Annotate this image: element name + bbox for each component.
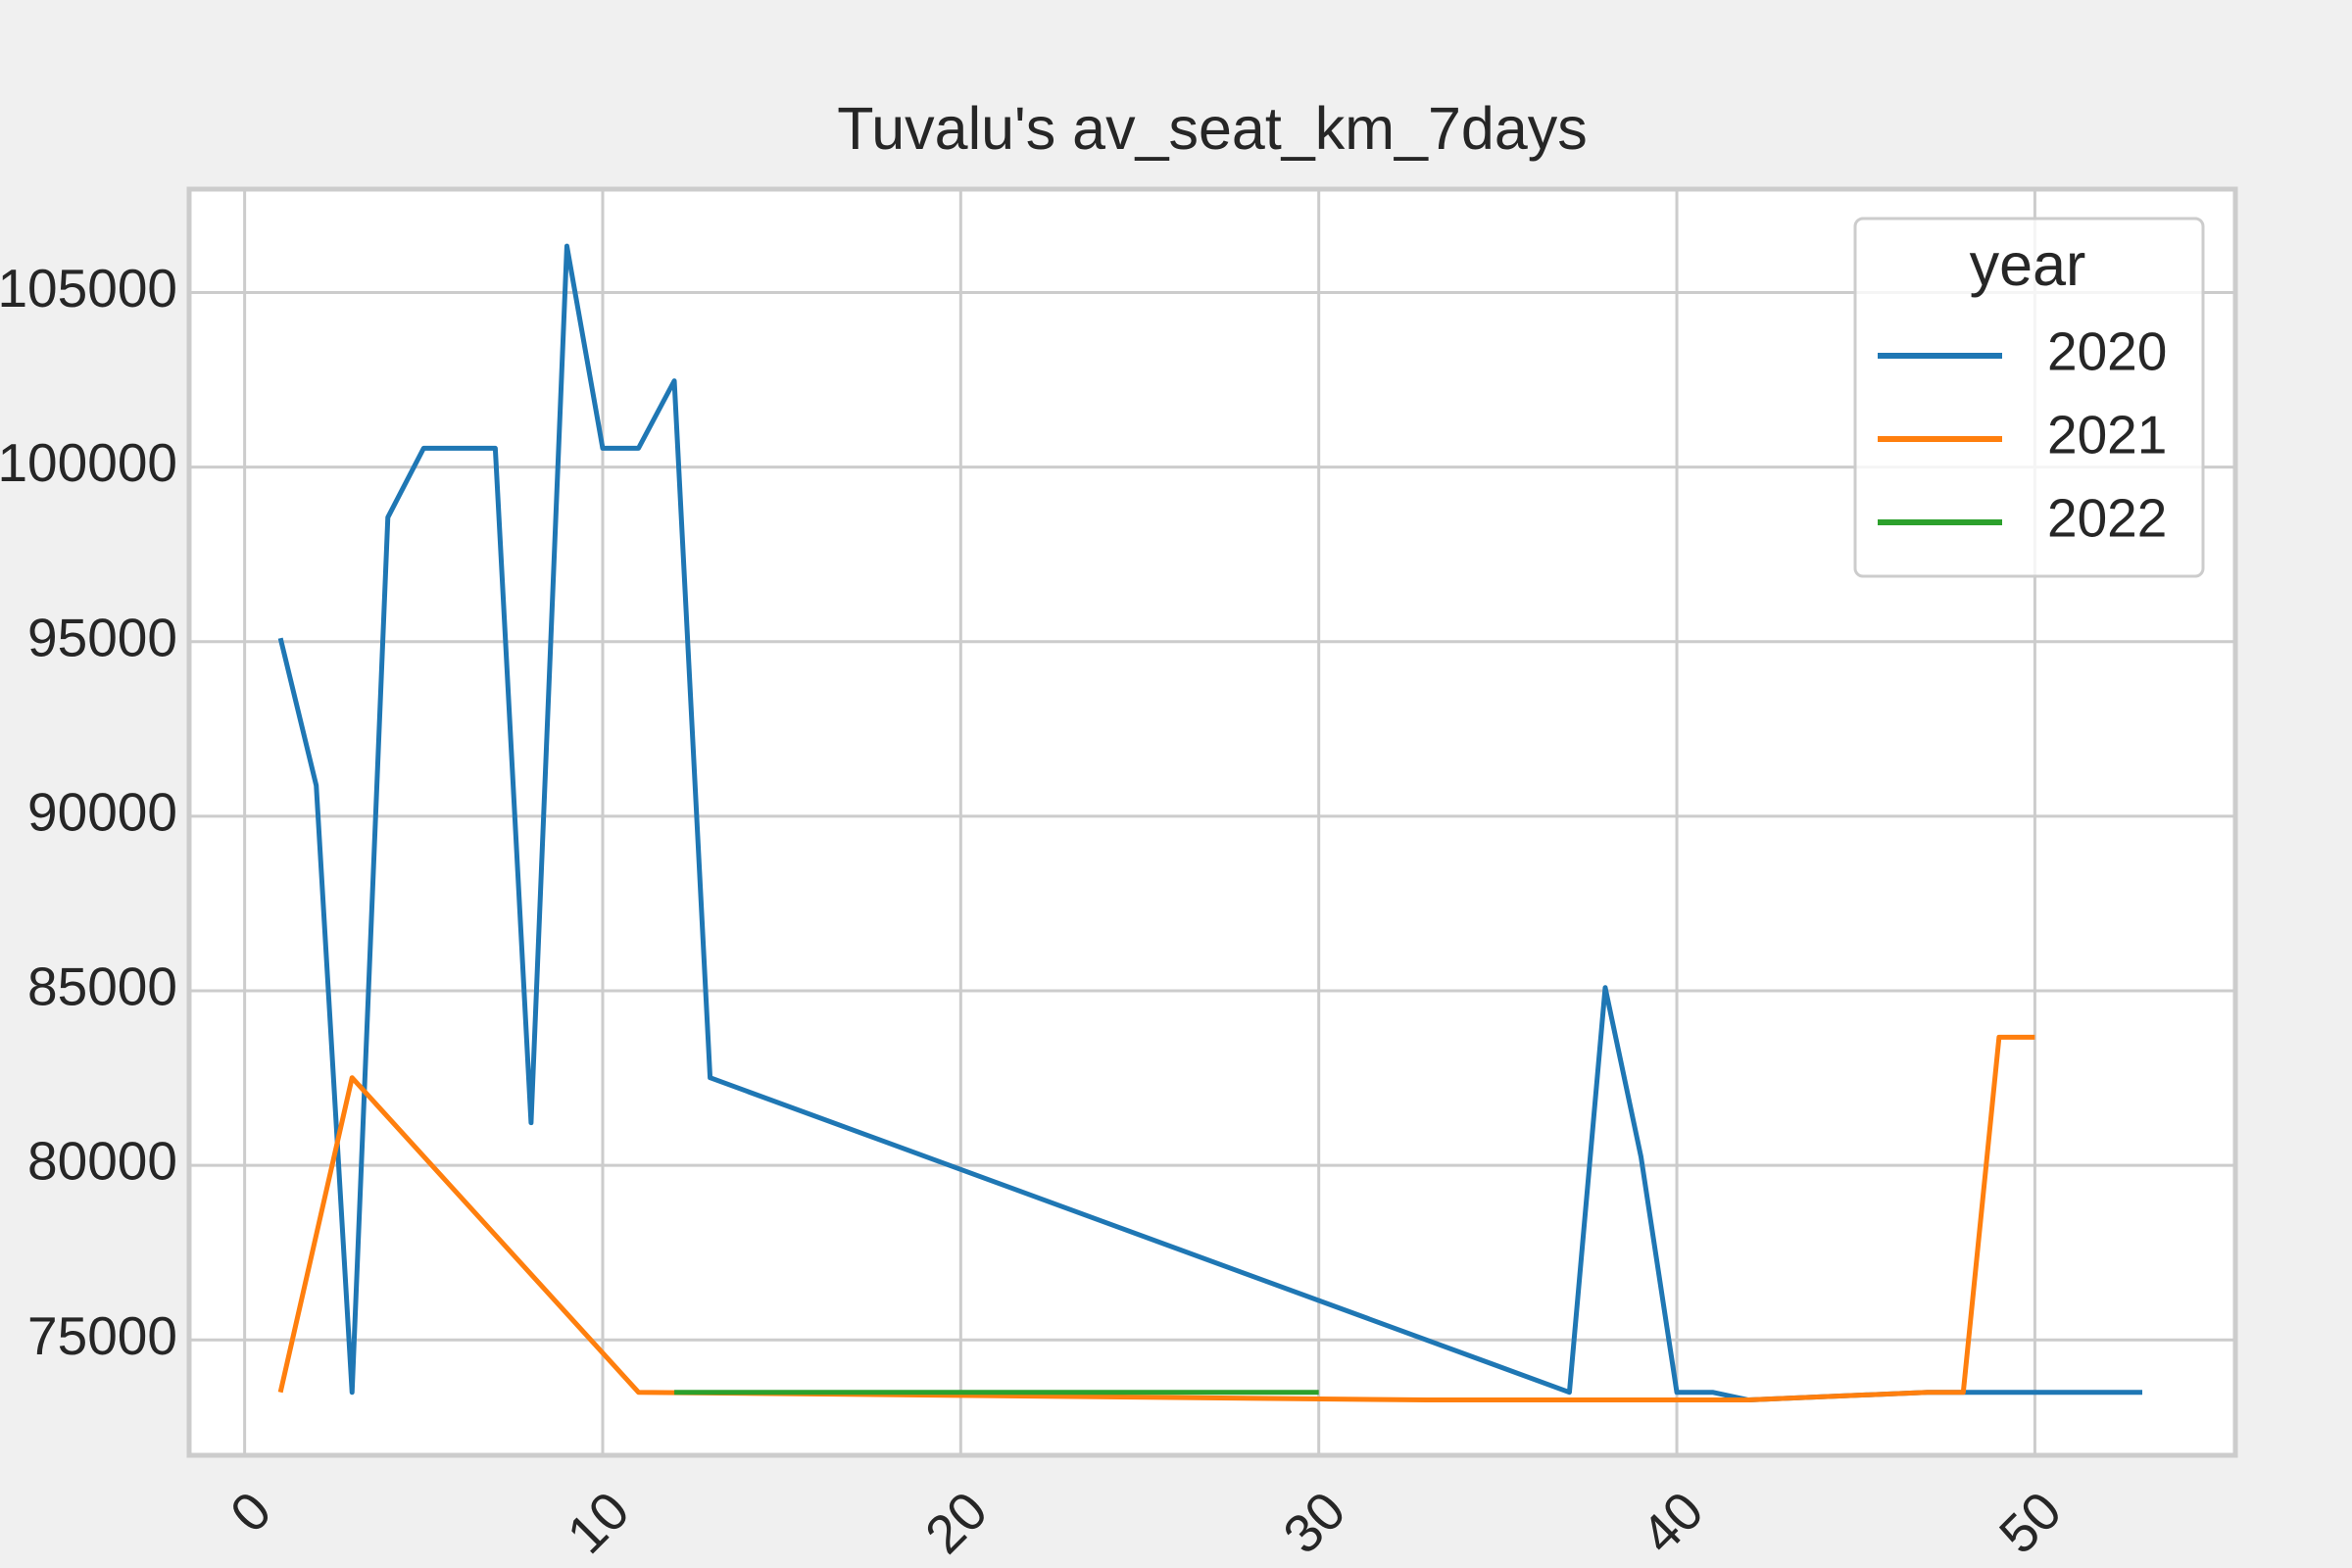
legend-label: 2022 [2047, 488, 2167, 549]
legend-label: 2020 [2047, 321, 2167, 382]
y-tick-label: 95000 [27, 607, 177, 667]
plot-border [186, 186, 2238, 1458]
line-series [277, 1034, 2035, 1403]
line-series [277, 243, 2143, 1403]
y-tick-label: 105000 [0, 258, 177, 318]
y-tick-label: 85000 [27, 956, 177, 1017]
y-tick-label: 100000 [0, 432, 177, 493]
chart-title: Tuvalu's av_seat_km_7days [837, 95, 1588, 162]
legend-title: year [1970, 231, 2086, 298]
y-tick-label: 75000 [27, 1305, 177, 1366]
legend-label: 2021 [2047, 405, 2167, 466]
y-tick-label: 90000 [27, 781, 177, 842]
legend-box [1853, 217, 2205, 578]
legend: year 2020 2021 2022 [1853, 217, 2205, 578]
y-tick-label: 80000 [27, 1131, 177, 1192]
